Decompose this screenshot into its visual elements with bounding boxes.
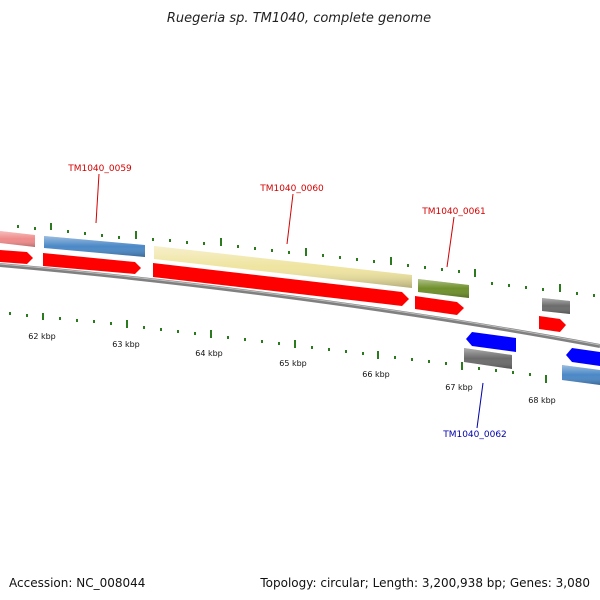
map-title: Ruegeria sp. TM1040, complete genome — [167, 11, 431, 26]
cds-arrow[interactable] — [0, 250, 33, 264]
kbp-label: 68 kbp — [528, 396, 556, 405]
gene-label-tm1040-0060[interactable]: TM1040_0060 — [259, 184, 324, 194]
genome-backbone — [0, 263, 600, 348]
kbp-label: 67 kbp — [445, 383, 473, 392]
gene-label-tm1040-0061[interactable]: TM1040_0061 — [421, 207, 486, 217]
cds-arrow[interactable] — [153, 263, 409, 306]
kbp-label: 64 kbp — [195, 349, 223, 358]
reverse-tick-track — [9, 312, 547, 383]
cds-arrow[interactable] — [43, 253, 141, 274]
kbp-label: 66 kbp — [362, 370, 390, 379]
reverse-arrow-tm1040-0062[interactable] — [466, 332, 516, 352]
kbp-label: 63 kbp — [112, 340, 140, 349]
gene-label-tm1040-0062[interactable]: TM1040_0062 — [442, 430, 507, 440]
cds-arrow[interactable] — [415, 296, 464, 315]
cds-arrow[interactable] — [539, 316, 566, 332]
gene-label-tm1040-0059[interactable]: TM1040_0059 — [67, 164, 132, 174]
kbp-label: 65 kbp — [279, 359, 307, 368]
forward-cds-row — [0, 250, 566, 332]
kbp-label: 62 kbp — [28, 332, 56, 341]
genome-summary-text: Topology: circular; Length: 3,200,938 bp… — [259, 576, 590, 590]
forward-tick-track — [17, 223, 595, 297]
forward-gene-row — [0, 231, 469, 298]
reverse-arrow[interactable] — [566, 348, 600, 366]
label-leaders — [95, 173, 484, 429]
accession-text: Accession: NC_008044 — [9, 576, 145, 590]
right-gene-cluster — [464, 298, 600, 385]
kbp-scale: 62 kbp 63 kbp 64 kbp 65 kbp 66 kbp 67 kb… — [28, 332, 556, 405]
